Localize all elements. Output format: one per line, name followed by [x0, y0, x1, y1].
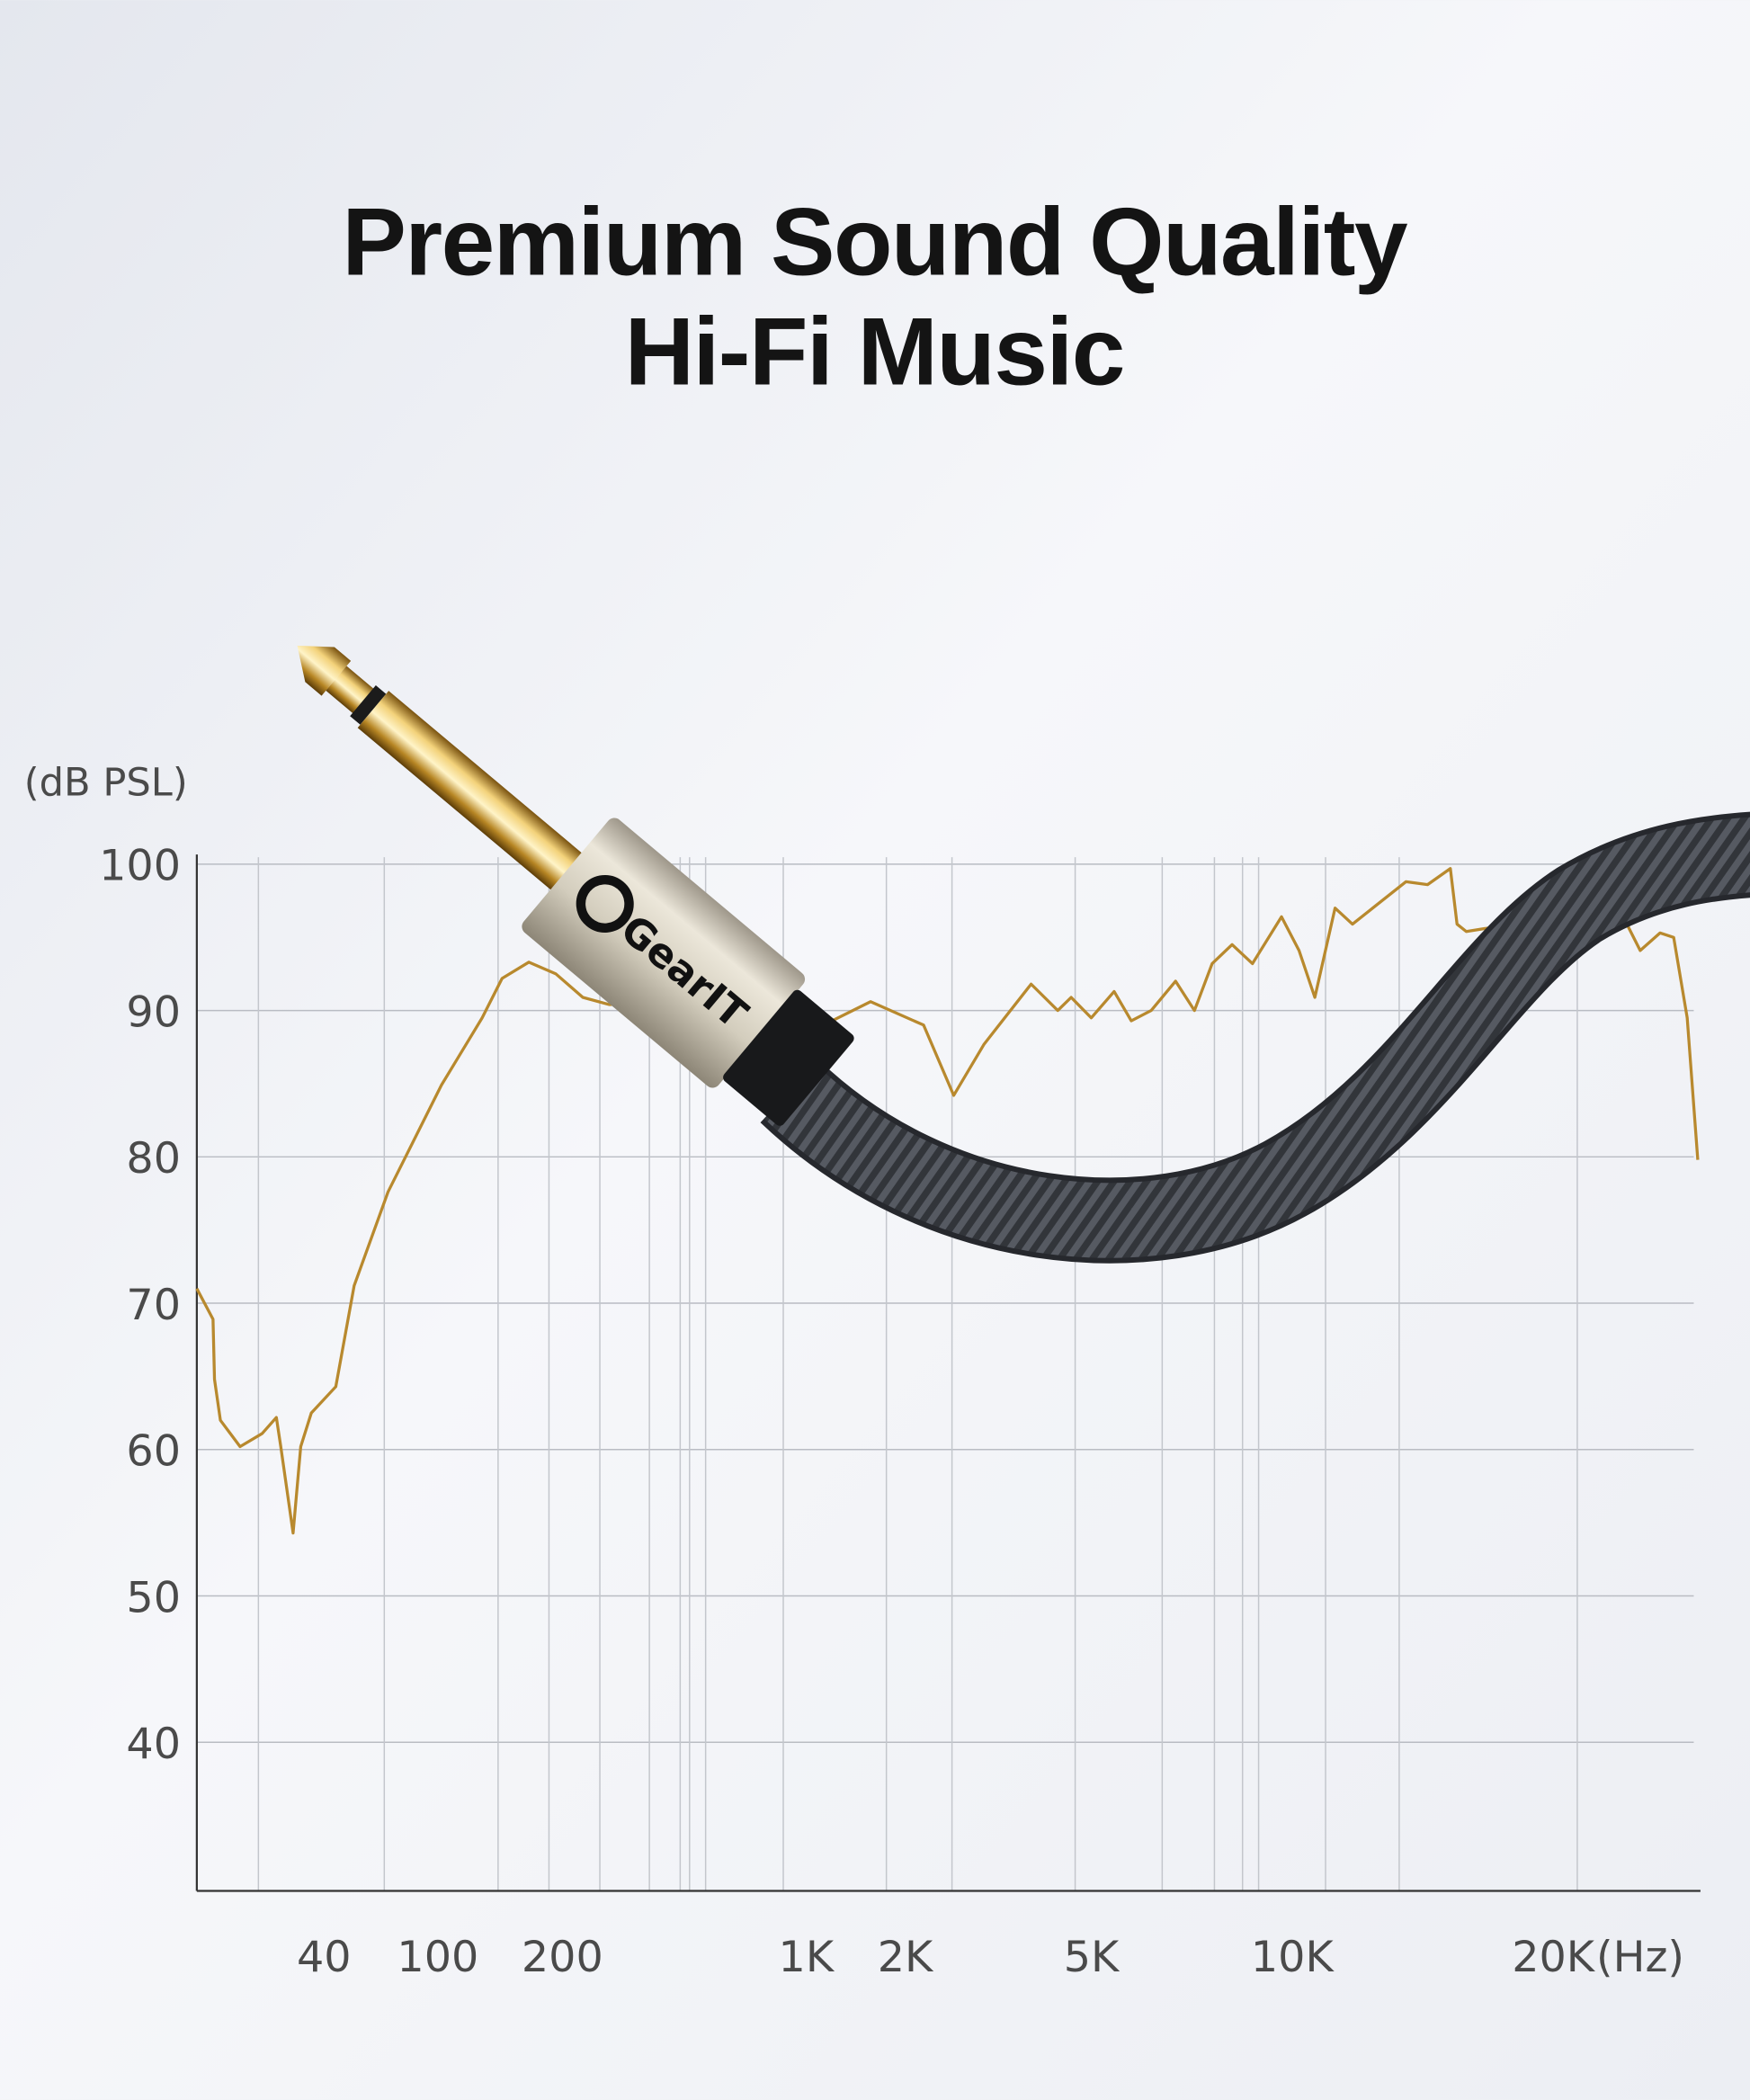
y-tick-label: 40	[126, 1720, 181, 1769]
y-tick-labels: 100 90 80 70 60 50 40	[99, 842, 181, 1769]
plug-tip	[297, 645, 352, 696]
headline-line-1: Premium Sound Quality	[342, 187, 1408, 295]
x-tick-label: 200	[522, 1933, 603, 1982]
plug-sleeve	[357, 691, 584, 892]
gearit-logo-icon	[576, 874, 634, 933]
chart-axes	[195, 854, 1701, 1892]
y-axis-label: (dB PSL)	[24, 761, 188, 806]
x-tick-label: 40	[297, 1933, 352, 1982]
y-tick-label: 100	[99, 842, 181, 891]
y-tick-label: 80	[126, 1134, 181, 1184]
x-axis-unit-label: (Hz)	[1596, 1933, 1684, 1982]
x-tick-labels: 40 100 200 1K 2K 5K 10K 20K	[297, 1933, 1596, 1982]
braided-cable	[760, 811, 1750, 1264]
x-tick-label: 2K	[878, 1933, 934, 1982]
frequency-response-line	[195, 867, 1700, 1535]
x-tick-label: 1K	[779, 1933, 835, 1982]
y-tick-label: 70	[126, 1281, 181, 1330]
jack-plug: GearIT	[297, 645, 854, 1126]
x-tick-label: 10K	[1251, 1933, 1335, 1982]
y-tick-label: 50	[126, 1573, 181, 1622]
chart-grid	[196, 857, 1694, 1891]
x-tick-label: 5K	[1064, 1933, 1121, 1982]
x-tick-label: 20K	[1512, 1933, 1596, 1982]
y-tick-label: 90	[126, 987, 181, 1037]
headline-line-2: Hi-Fi Music	[625, 298, 1124, 406]
x-tick-label: 100	[397, 1933, 478, 1982]
plug-collar	[723, 989, 854, 1126]
y-tick-label: 60	[126, 1427, 181, 1477]
plug-insulator-ring	[350, 684, 387, 725]
